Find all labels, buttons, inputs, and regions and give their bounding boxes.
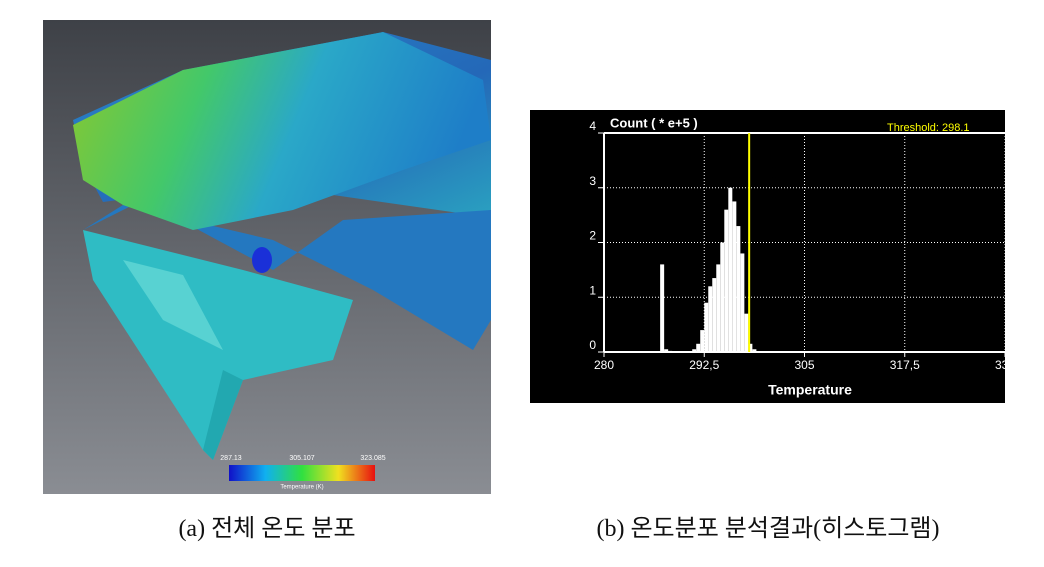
bar <box>716 264 721 352</box>
bar <box>696 343 701 352</box>
x-tick-label: 317,5 <box>890 358 920 372</box>
x-tick-label: 292,5 <box>689 358 719 372</box>
x-tick-label: 280 <box>594 358 614 372</box>
caption: (a) 전체 온도 분포 <box>178 516 356 542</box>
y-tick-label: 4 <box>589 119 596 133</box>
histogram-chart: Count ( * e+5 ) Temperature 0 1 2 3 4 280 292,… <box>530 110 1005 403</box>
y-axis-title: Count ( * e+5 ) <box>610 115 698 130</box>
bar <box>692 349 697 352</box>
chart-background <box>530 110 1005 403</box>
bracket-edge <box>203 370 243 460</box>
housing-top <box>73 32 491 230</box>
bar <box>720 242 725 352</box>
colorbar <box>229 465 375 481</box>
bar <box>744 313 749 352</box>
housing-lower <box>83 200 491 350</box>
bar <box>700 330 705 352</box>
colorbar-title: Temperature (K) <box>280 485 323 491</box>
bar <box>732 201 737 352</box>
bar <box>752 349 757 352</box>
bar <box>736 226 741 352</box>
bar <box>664 349 669 352</box>
y-tick-label: 1 <box>589 283 596 297</box>
bar <box>740 253 745 352</box>
port <box>252 247 272 273</box>
x-tick-label: 330 <box>995 358 1005 372</box>
bar <box>724 209 729 352</box>
bar <box>712 278 717 352</box>
colorbar-label: 305.107 <box>289 455 314 462</box>
y-tick-label: 3 <box>589 174 596 188</box>
bar <box>708 286 713 352</box>
y-tick-label: 2 <box>589 229 596 243</box>
x-tick-label: 305 <box>794 358 814 372</box>
bar <box>704 302 709 352</box>
bar <box>728 187 733 352</box>
bar <box>748 343 753 352</box>
colorbar-label: 287.13 <box>220 455 242 462</box>
y-tick-label: 0 <box>589 338 596 352</box>
bracket-face <box>123 260 223 350</box>
x-axis-title: Temperature <box>768 382 852 398</box>
caption: (b) 온도분포 분석결과(히스토그램) <box>596 516 940 542</box>
colorbar-label: 323.085 <box>360 455 385 462</box>
threshold-label: Threshold: 298.1 <box>887 122 970 134</box>
render-panel: 287.13 305.107 323.085 Temperature (K) <box>43 20 491 494</box>
bar <box>660 264 665 352</box>
